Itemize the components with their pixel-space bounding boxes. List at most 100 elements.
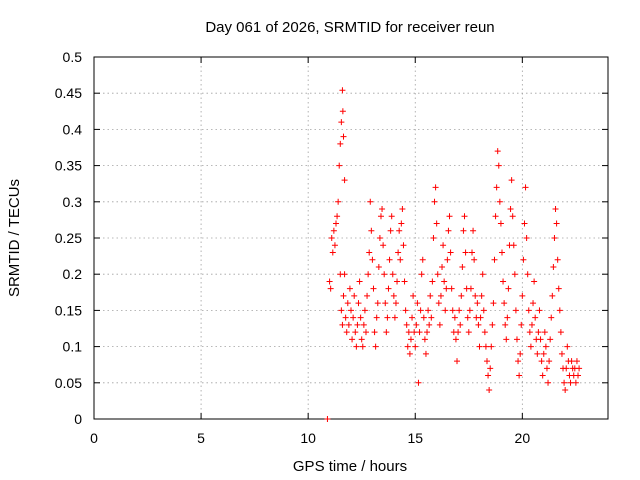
data-point xyxy=(480,307,487,314)
data-point xyxy=(540,350,547,357)
data-point xyxy=(444,256,451,263)
data-point xyxy=(516,372,523,379)
data-point xyxy=(568,358,575,365)
data-point xyxy=(340,292,347,299)
data-point xyxy=(361,307,368,314)
data-point xyxy=(396,227,403,234)
data-point xyxy=(467,285,474,292)
data-point xyxy=(440,242,447,249)
y-tick-label: 0.3 xyxy=(63,194,83,210)
y-tick-label: 0.45 xyxy=(55,85,82,101)
data-point xyxy=(428,314,435,321)
data-point xyxy=(439,263,446,270)
data-point xyxy=(508,177,515,184)
data-point xyxy=(500,278,507,285)
data-point xyxy=(493,184,500,191)
data-point xyxy=(372,343,379,350)
data-point xyxy=(410,292,417,299)
data-point xyxy=(370,285,377,292)
data-point xyxy=(373,314,380,321)
data-point xyxy=(422,350,429,357)
data-point xyxy=(464,314,471,321)
y-tick-label: 0.25 xyxy=(55,230,82,246)
data-point xyxy=(575,372,582,379)
data-point xyxy=(526,329,533,336)
data-point xyxy=(345,321,352,328)
data-point xyxy=(424,329,431,336)
data-point xyxy=(498,249,505,256)
data-point xyxy=(376,235,383,241)
data-point xyxy=(446,213,453,220)
data-point xyxy=(333,220,340,227)
data-point xyxy=(385,285,392,292)
data-point xyxy=(546,358,553,365)
y-tick-label: 0 xyxy=(74,411,82,427)
data-point xyxy=(386,256,393,263)
data-point xyxy=(346,285,353,292)
data-point xyxy=(501,300,508,307)
data-point xyxy=(390,292,397,299)
data-point xyxy=(486,387,493,394)
data-point xyxy=(436,321,443,328)
data-point xyxy=(429,278,436,285)
x-tick-label: 15 xyxy=(407,430,423,446)
data-point xyxy=(537,336,544,343)
data-point xyxy=(341,177,348,184)
data-point xyxy=(459,263,466,270)
data-point xyxy=(557,329,564,336)
data-point xyxy=(456,307,463,314)
data-point xyxy=(414,300,421,307)
data-point xyxy=(354,321,361,328)
data-point xyxy=(548,314,555,321)
data-point xyxy=(398,220,405,227)
data-point xyxy=(441,278,448,285)
x-tick-label: 0 xyxy=(90,430,98,446)
data-point xyxy=(510,242,517,249)
data-point xyxy=(387,227,394,234)
data-point xyxy=(531,278,538,285)
data-point xyxy=(371,329,378,336)
data-point xyxy=(395,249,402,256)
data-point xyxy=(454,358,461,365)
data-point xyxy=(483,358,490,365)
data-point xyxy=(431,198,438,205)
data-point xyxy=(551,235,558,241)
data-point xyxy=(327,285,334,292)
data-point xyxy=(374,300,381,307)
data-point xyxy=(488,343,495,350)
data-point xyxy=(505,285,512,292)
y-tick-label: 0.15 xyxy=(55,302,82,318)
y-axis-label: SRMTID / TECUs xyxy=(6,179,23,297)
data-point xyxy=(462,249,469,256)
data-point xyxy=(562,387,569,394)
data-point xyxy=(520,256,527,263)
data-point xyxy=(355,300,362,307)
data-point xyxy=(364,292,371,299)
data-point xyxy=(407,336,414,343)
data-point xyxy=(478,292,485,299)
data-point xyxy=(352,329,359,336)
data-point xyxy=(527,343,534,350)
data-point xyxy=(534,350,541,357)
data-point xyxy=(561,379,568,386)
data-point xyxy=(573,358,580,365)
x-axis-label: GPS time / hours xyxy=(293,458,407,475)
data-point xyxy=(329,249,336,256)
gridlines xyxy=(94,57,608,419)
data-point xyxy=(469,249,476,256)
data-point xyxy=(368,227,375,234)
data-point xyxy=(403,321,410,328)
data-point xyxy=(479,271,486,278)
data-point xyxy=(518,321,525,328)
data-point xyxy=(563,365,570,372)
data-point xyxy=(339,87,346,94)
data-point xyxy=(460,227,467,234)
data-point xyxy=(539,372,546,379)
data-point xyxy=(369,256,376,263)
data-point xyxy=(359,343,366,350)
data-point xyxy=(419,256,426,263)
data-point xyxy=(517,350,524,357)
data-point xyxy=(455,329,462,336)
data-point xyxy=(326,278,333,285)
